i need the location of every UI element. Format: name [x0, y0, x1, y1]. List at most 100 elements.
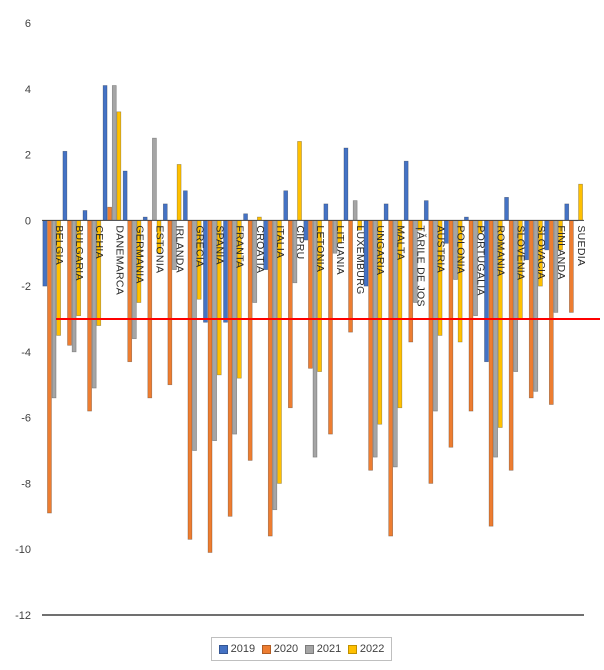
category-label: GERMANIA: [133, 225, 145, 283]
y-tick-label: 6: [25, 18, 31, 30]
y-tick-label: 0: [25, 215, 31, 227]
legend-label-2022: 2022: [359, 643, 385, 655]
bar-2019-2: [62, 150, 68, 221]
bar-2020-3: [87, 220, 92, 412]
category-label: SLOVACIA: [535, 225, 547, 279]
bar-2019-11: [243, 213, 248, 221]
category-label: PORTUGALIA: [475, 225, 487, 295]
category-label: SLOVENIA: [515, 225, 527, 280]
bar-2021-6: [152, 137, 157, 221]
category-label: SUEDIA: [575, 225, 587, 266]
bar-2019-4: [102, 85, 108, 221]
category-label: IRLANDA: [173, 225, 185, 273]
bar-2020-16: [348, 220, 353, 333]
category-label: FRANTA: [234, 225, 246, 268]
legend-item-2019: 2019: [218, 643, 256, 655]
bar-2020-5: [127, 220, 133, 363]
y-tick-label: -4: [21, 347, 31, 359]
bar-2021-4: [111, 85, 117, 221]
category-label: ESTONIA: [153, 225, 165, 273]
bar-2020-20: [428, 220, 434, 484]
bar-2020-18: [388, 220, 393, 537]
legend-swatch-2022: [347, 644, 357, 654]
legend-swatch-2019: [218, 644, 228, 654]
bar-2020-22: [468, 220, 474, 412]
bar-2022-7: [176, 164, 182, 221]
bar-2022-4: [116, 111, 122, 221]
bar-2020-14: [308, 220, 313, 369]
category-label: GRECIA: [194, 225, 206, 267]
legend-item-2022: 2022: [347, 643, 385, 655]
bar-2020-11: [247, 220, 253, 461]
y-tick-label: -8: [21, 478, 31, 490]
bar-2020-23: [488, 220, 494, 527]
category-label: FINLANDA: [555, 225, 567, 279]
bar-2019-18: [383, 203, 389, 221]
bar-2020-21: [448, 220, 454, 448]
bar-2019-1: [42, 220, 48, 287]
bar-2020-19: [408, 220, 414, 343]
bar-2020-25: [528, 220, 534, 399]
category-label: UNGARIA: [374, 225, 386, 275]
category-label: SPANIA: [214, 225, 226, 265]
category-label: BELGIA: [53, 225, 65, 265]
category-label: DANEMARCA: [113, 225, 125, 295]
category-label: CROATIA: [254, 225, 266, 273]
legend-label-2021: 2021: [316, 643, 342, 655]
category-label: BULGARIA: [73, 225, 85, 280]
bar-2019-13: [283, 190, 289, 221]
category-label: LITUANIA: [334, 225, 346, 275]
category-label: LETONIA: [314, 225, 326, 272]
bar-2022-27: [578, 183, 583, 221]
bar-2019-5: [122, 170, 128, 221]
y-axis: -12 -10 -8 -6 -4 -2 0 2 4 6: [15, 18, 31, 622]
legend-label-2019: 2019: [230, 643, 256, 655]
bar-2020-2: [67, 220, 72, 346]
bar-2019-8: [183, 190, 188, 221]
y-tick-label: -12: [15, 610, 31, 622]
y-tick-label: -6: [21, 413, 31, 425]
bar-2020-12: [267, 220, 273, 537]
y-tick-label: 4: [25, 84, 31, 96]
bar-2020-27: [569, 220, 574, 313]
category-label: POLONIA: [455, 225, 467, 274]
bar-2020-26: [548, 220, 554, 405]
bar-2020-7: [167, 220, 173, 386]
bar-2020-9: [207, 220, 213, 553]
legend-swatch-2020: [261, 644, 271, 654]
legend-item-2021: 2021: [304, 643, 342, 655]
category-label: ITALIA: [274, 225, 286, 258]
bar-2021-16: [352, 200, 358, 221]
bar-2019-20: [423, 200, 429, 221]
category-label: MALTA: [394, 225, 406, 260]
bar-2022-13: [297, 141, 302, 221]
legend: 2019 2020 2021 2022: [211, 637, 392, 661]
bar-2020-4: [107, 206, 112, 221]
bar-2020-24: [508, 220, 514, 471]
y-tick-label: -10: [15, 544, 31, 556]
bar-2020-10: [227, 220, 233, 517]
legend-item-2020: 2020: [261, 643, 299, 655]
bar-2020-15: [328, 220, 333, 435]
bar-2020-8: [187, 220, 193, 540]
bar-2021-12: [272, 220, 278, 511]
legend-label-2020: 2020: [273, 643, 299, 655]
bar-2020-6: [147, 220, 153, 399]
bar-2019-3: [82, 210, 88, 221]
bar-2019-24: [504, 197, 509, 221]
bar-2019-15: [323, 203, 329, 221]
category-label: LUXEMBURG: [354, 225, 366, 294]
bar-2019-27: [564, 203, 570, 221]
bar-2020-1: [47, 220, 52, 514]
category-labels: BELGIA BULGARIA CEHIA DANEMARCA GERMANIA ESTO…: [53, 225, 587, 307]
category-label: CEHIA: [93, 225, 105, 259]
y-tick-label: 2: [25, 150, 31, 162]
bar-2022-12: [277, 220, 282, 484]
bar-2019-19: [403, 160, 409, 221]
category-label: ROMANIA: [495, 225, 507, 276]
x-axis-line-group: [42, 219, 584, 616]
bar-2019-7: [162, 203, 168, 221]
bar-2020-13: [288, 220, 293, 409]
